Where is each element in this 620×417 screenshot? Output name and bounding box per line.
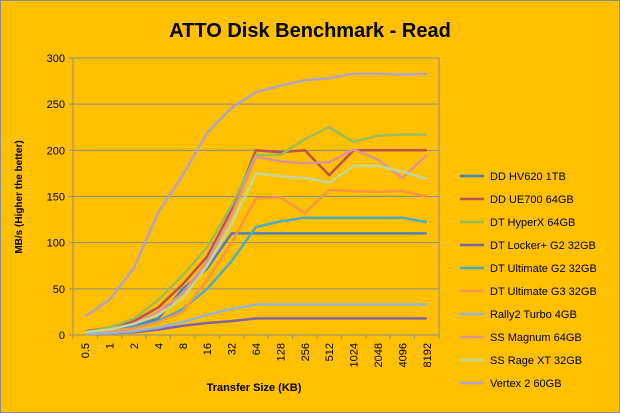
series-line-0 (85, 232, 427, 335)
x-tick-label: 2048 (373, 343, 385, 367)
x-tick-label: 2 (129, 343, 141, 349)
y-tick-label: 0 (59, 330, 65, 342)
legend-label: SS Rage XT 32GB (490, 355, 582, 367)
series-line-8 (85, 164, 428, 334)
legend-label: DT Ultimate G2 32GB (490, 263, 597, 275)
x-tick-label: 32 (227, 343, 239, 355)
legend-label: DT Locker+ G2 32GB (490, 240, 596, 252)
x-tick-label: 1 (105, 343, 117, 349)
x-tick-label: 128 (275, 343, 287, 361)
y-tick-label: 250 (47, 99, 65, 111)
series-line-1 (85, 149, 427, 333)
legend-label: Rally2 Turbo 4GB (490, 309, 577, 321)
x-tick-label: 256 (300, 343, 312, 361)
series-line-5 (85, 188, 428, 335)
x-tick-label: 64 (251, 343, 263, 355)
x-tick-label: 16 (202, 343, 214, 355)
x-tick-label: 4 (153, 343, 165, 349)
series-line-2 (84, 126, 427, 334)
y-tick-label: 200 (47, 145, 65, 157)
y-tick-label: 100 (47, 238, 65, 250)
legend-label: SS Magnum 64GB (490, 332, 582, 344)
series-line-6 (85, 303, 427, 336)
legend-label: DT HyperX 64GB (490, 217, 575, 229)
x-axis-label: Transfer Size (KB) (207, 382, 302, 394)
legend-label: Vertex 2 60GB (490, 378, 562, 390)
x-tick-label: 4096 (397, 343, 409, 367)
y-tick-label: 50 (53, 284, 65, 296)
series-line-9 (84, 72, 427, 318)
y-tick-label: 150 (47, 192, 65, 204)
x-tick-label: 512 (324, 343, 336, 361)
legend-label: DD HV620 1TB (490, 171, 566, 183)
y-tick-label: 300 (47, 53, 65, 65)
x-tick-label: 8192 (422, 343, 434, 367)
x-tick-label: 1024 (349, 343, 361, 367)
y-axis-label: MB/s (Higher the better) (14, 140, 25, 253)
x-tick-label: 0.5 (80, 343, 92, 358)
chart-title: ATTO Disk Benchmark - Read (169, 20, 451, 42)
x-tick-label: 8 (178, 343, 190, 349)
legend-label: DT Ultimate G3 32GB (490, 286, 597, 298)
legend-label: DD UE700 64GB (490, 194, 574, 206)
